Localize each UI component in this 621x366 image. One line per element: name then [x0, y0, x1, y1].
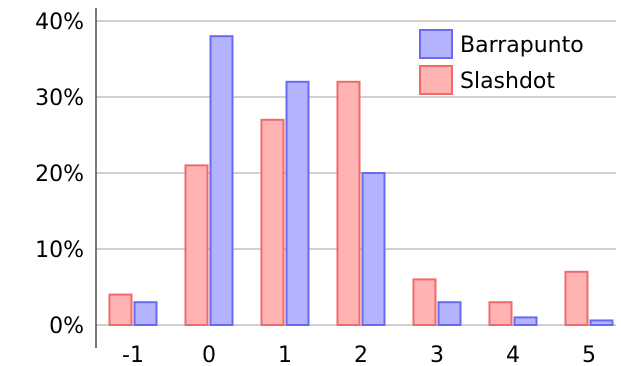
y-tick-label: 40% — [35, 10, 84, 35]
y-tick-label: 30% — [35, 86, 84, 111]
bar-slashdot-1 — [260, 118, 285, 326]
y-tick-label: 20% — [35, 162, 84, 187]
bar-barrapunto-1 — [285, 80, 310, 326]
bar-barrapunto-3 — [437, 301, 462, 327]
bar-barrapunto-4 — [513, 316, 538, 326]
bar-slashdot-4 — [488, 301, 513, 327]
x-tick-label: 5 — [582, 343, 596, 366]
x-tick-label: 0 — [202, 343, 216, 366]
bar-slashdot-5 — [564, 270, 589, 326]
y-tick-label: 0% — [49, 314, 84, 339]
legend-label-slashdot: Slashdot — [460, 69, 555, 94]
bar-slashdot-3 — [412, 278, 437, 326]
legend-swatch-barrapunto — [419, 29, 453, 59]
x-tick-label: -1 — [122, 343, 144, 366]
x-tick-label: 1 — [278, 343, 292, 366]
x-tick-label: 3 — [430, 343, 444, 366]
x-tick-label: 2 — [354, 343, 368, 366]
bar-barrapunto--1 — [133, 301, 158, 327]
bar-barrapunto-2 — [361, 172, 386, 326]
x-tick-label: 4 — [506, 343, 520, 366]
bar-barrapunto-5 — [589, 319, 614, 327]
bar-slashdot-2 — [336, 80, 361, 326]
bar-slashdot-0 — [184, 164, 209, 326]
bar-slashdot--1 — [108, 293, 133, 327]
y-tick-label: 10% — [35, 238, 84, 263]
bar-barrapunto-0 — [209, 35, 234, 326]
legend-label-barrapunto: Barrapunto — [460, 33, 584, 58]
legend-swatch-slashdot — [419, 65, 453, 95]
